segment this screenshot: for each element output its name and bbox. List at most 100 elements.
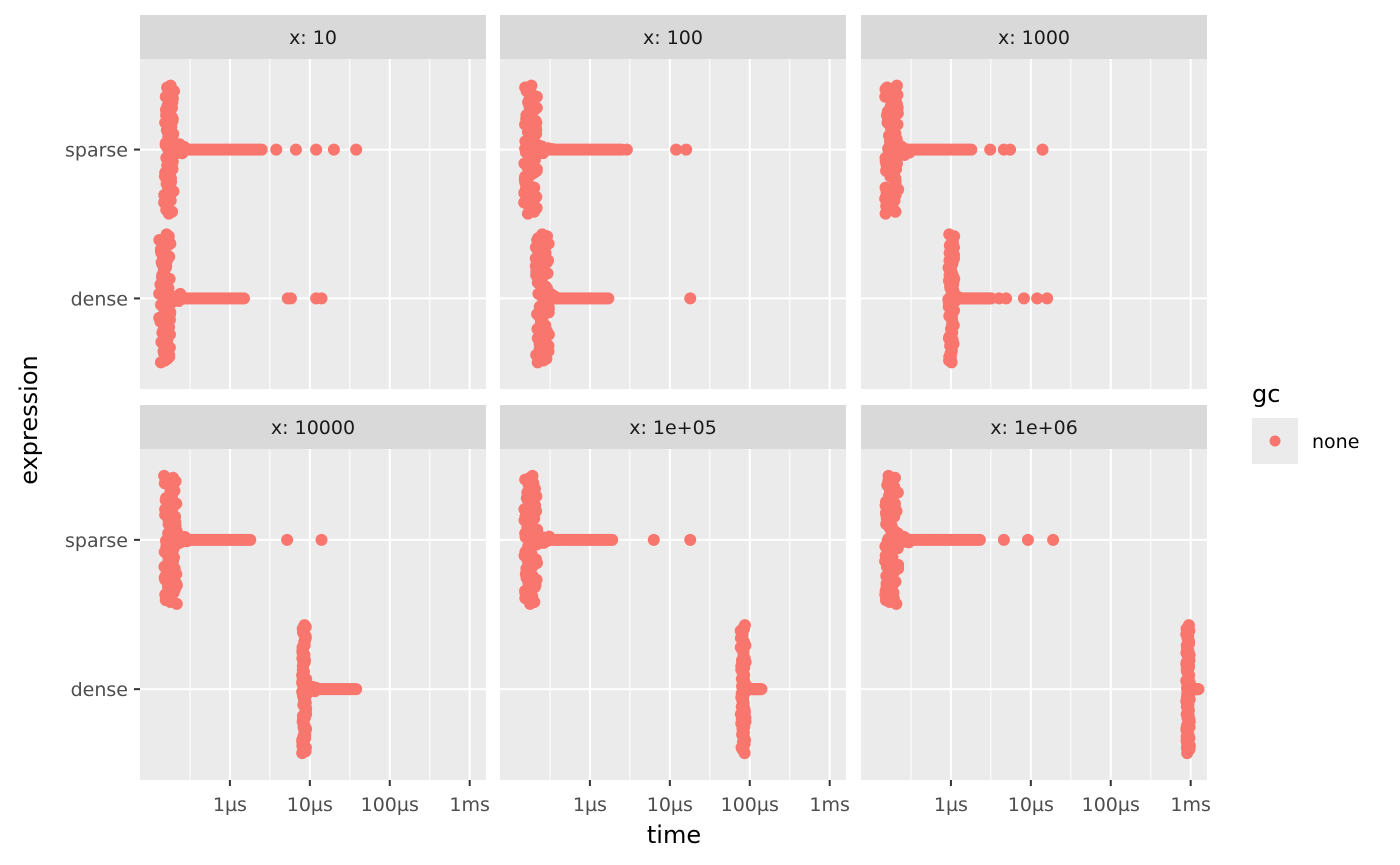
facet-strip [140, 405, 486, 449]
x-tick-label: 1ms [449, 794, 490, 816]
facet-label: x: 100 [643, 27, 703, 49]
facet-label: x: 10 [289, 27, 337, 49]
data-point [965, 143, 978, 156]
y-tick-label: dense [71, 288, 128, 310]
data-point [350, 683, 363, 696]
x-tick-label: 1µs [934, 794, 968, 816]
data-point [890, 597, 903, 610]
panel-background [500, 449, 846, 780]
panel-background [861, 59, 1207, 389]
panel-background [140, 449, 486, 780]
x-axis-title: time [647, 821, 701, 849]
facet-strip [500, 405, 846, 449]
outlier-point [680, 143, 693, 156]
series-sparse [879, 469, 1060, 610]
data-point [154, 356, 167, 369]
facet-label: x: 10000 [271, 417, 355, 439]
series-dense [153, 228, 328, 369]
data-point [531, 356, 544, 369]
facet-label: x: 1000 [998, 27, 1070, 49]
outlier-point [1017, 292, 1030, 305]
facet-strip [140, 15, 486, 59]
outlier-point [670, 143, 683, 156]
outlier-point [1021, 533, 1034, 546]
panel-background [500, 59, 846, 389]
outlier-point [270, 143, 283, 156]
data-point [755, 683, 768, 696]
x-tick-label: 100µs [361, 794, 419, 816]
outlier-point [684, 292, 697, 305]
panel-background [861, 449, 1207, 780]
outlier-point [310, 143, 323, 156]
x-tick-label: 100µs [721, 794, 779, 816]
data-point [162, 207, 175, 220]
outlier-point [1004, 143, 1017, 156]
x-tick-label: 1ms [1170, 794, 1211, 816]
outlier-point [620, 143, 633, 156]
y-tick-label: sparse [65, 140, 128, 162]
series-dense [296, 619, 363, 760]
panel-background [140, 59, 486, 389]
outlier-point [1041, 292, 1054, 305]
outlier-point [984, 143, 997, 156]
outlier-point [350, 143, 363, 156]
outlier-point [281, 533, 294, 546]
data-point [889, 205, 902, 218]
outlier-point [1031, 292, 1044, 305]
data-point [738, 747, 751, 760]
series-dense [529, 228, 697, 369]
series-sparse [879, 79, 1049, 220]
data-point [524, 597, 537, 610]
y-tick-label: dense [71, 679, 128, 701]
series-dense [942, 228, 1054, 369]
outlier-point [315, 292, 328, 305]
x-tick-label: 1µs [213, 794, 247, 816]
series-dense [1180, 619, 1205, 760]
facet-strip [500, 15, 846, 59]
legend-label-none: none [1312, 431, 1359, 453]
outlier-point [327, 143, 340, 156]
facet-strip [861, 405, 1207, 449]
facet-panel: x: 1e+05 1µs 10µs 100µs 1ms [500, 405, 850, 816]
outlier-point [647, 533, 660, 546]
data-point [296, 747, 309, 760]
series-sparse [518, 79, 693, 220]
outlier-point [289, 143, 302, 156]
facet-panel: x: 10 sparse dense [65, 15, 486, 389]
series-dense [734, 619, 768, 760]
data-point [521, 207, 534, 220]
y-axis-title: expression [15, 355, 43, 484]
x-tick-label: 100µs [1082, 794, 1140, 816]
data-point [237, 292, 250, 305]
data-point [879, 207, 892, 220]
data-point [255, 143, 268, 156]
outlier-point [315, 533, 328, 546]
x-tick-label: 1ms [809, 794, 850, 816]
legend: gc none [1252, 380, 1359, 464]
data-point [170, 597, 183, 610]
data-point [945, 356, 958, 369]
outlier-point [1000, 292, 1013, 305]
outlier-point [1047, 533, 1060, 546]
data-point [606, 533, 619, 546]
facet-panel: x: 10000 sparse dense 1µs 10µs 100µs 1ms [65, 405, 490, 816]
data-point [1192, 683, 1205, 696]
legend-title: gc [1252, 380, 1280, 408]
data-point [244, 533, 257, 546]
facet-panels: x: 10 sparse dense x: 100 x: 1000 x: 10000 spa… [65, 15, 1211, 816]
facet-panel: x: 1e+06 1µs 10µs 100µs 1ms [861, 405, 1211, 816]
x-tick-label: 1µs [573, 794, 607, 816]
series-sparse [158, 79, 363, 220]
legend-key-point [1269, 435, 1281, 447]
outlier-point [284, 292, 297, 305]
facet-panel: x: 100 [500, 15, 846, 389]
facet-label: x: 1e+06 [990, 417, 1078, 439]
x-tick-label: 10µs [1008, 794, 1054, 816]
series-sparse [518, 469, 697, 610]
outlier-point [1036, 143, 1049, 156]
facet-panel: x: 1000 [861, 15, 1207, 389]
outlier-point [997, 533, 1010, 546]
series-sparse [158, 469, 328, 610]
outlier-point [684, 533, 697, 546]
